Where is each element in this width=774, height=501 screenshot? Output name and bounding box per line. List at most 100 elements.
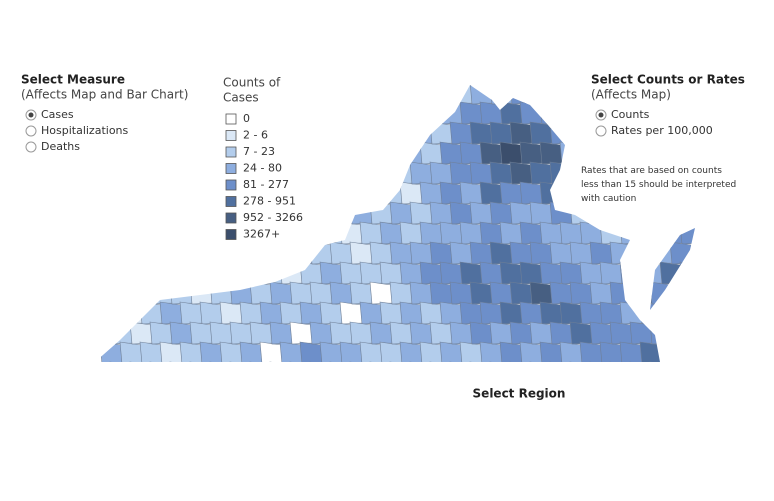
county[interactable] bbox=[319, 141, 343, 165]
county[interactable] bbox=[169, 161, 193, 185]
county[interactable] bbox=[349, 241, 373, 265]
county[interactable] bbox=[569, 201, 593, 225]
county[interactable] bbox=[349, 321, 373, 345]
county[interactable] bbox=[319, 101, 343, 125]
county[interactable] bbox=[259, 341, 283, 364]
county[interactable] bbox=[649, 201, 673, 225]
county[interactable] bbox=[649, 321, 673, 345]
county[interactable] bbox=[169, 241, 193, 265]
county[interactable] bbox=[129, 121, 153, 145]
county[interactable] bbox=[99, 341, 123, 364]
county[interactable] bbox=[90, 241, 113, 265]
county[interactable] bbox=[479, 341, 503, 364]
county[interactable] bbox=[249, 321, 273, 345]
county[interactable] bbox=[599, 301, 623, 325]
county[interactable] bbox=[389, 82, 413, 105]
county[interactable] bbox=[99, 261, 123, 285]
county[interactable] bbox=[179, 341, 203, 364]
county[interactable] bbox=[559, 181, 583, 205]
county[interactable] bbox=[119, 221, 143, 245]
county[interactable] bbox=[389, 241, 413, 265]
county[interactable] bbox=[299, 221, 323, 245]
county[interactable] bbox=[129, 241, 153, 265]
county[interactable] bbox=[589, 361, 613, 384]
county[interactable] bbox=[529, 201, 553, 225]
county[interactable] bbox=[379, 301, 403, 325]
county[interactable] bbox=[389, 281, 413, 305]
county[interactable] bbox=[369, 361, 393, 384]
county[interactable] bbox=[399, 141, 423, 165]
county[interactable] bbox=[569, 321, 593, 345]
county[interactable] bbox=[149, 321, 173, 345]
county[interactable] bbox=[519, 341, 543, 364]
county[interactable] bbox=[90, 361, 113, 384]
county[interactable] bbox=[519, 221, 543, 245]
county[interactable] bbox=[419, 261, 443, 285]
county[interactable] bbox=[159, 181, 183, 205]
county[interactable] bbox=[519, 261, 543, 285]
county[interactable] bbox=[99, 101, 123, 125]
county[interactable] bbox=[279, 341, 303, 364]
county[interactable] bbox=[569, 82, 593, 105]
county[interactable] bbox=[559, 221, 583, 245]
county[interactable] bbox=[379, 141, 403, 165]
county[interactable] bbox=[549, 121, 573, 145]
county[interactable] bbox=[589, 281, 613, 305]
county[interactable] bbox=[219, 341, 243, 364]
county[interactable] bbox=[649, 361, 673, 384]
county[interactable] bbox=[339, 141, 363, 165]
county[interactable] bbox=[629, 281, 653, 305]
county[interactable] bbox=[659, 101, 683, 125]
county[interactable] bbox=[599, 261, 623, 285]
county[interactable] bbox=[669, 241, 693, 265]
county[interactable] bbox=[549, 361, 573, 384]
county[interactable] bbox=[339, 301, 363, 325]
county[interactable] bbox=[509, 82, 533, 105]
county[interactable] bbox=[99, 301, 123, 325]
county[interactable] bbox=[169, 321, 193, 345]
county[interactable] bbox=[279, 141, 303, 165]
county[interactable] bbox=[109, 201, 133, 225]
county[interactable] bbox=[399, 221, 423, 245]
county[interactable] bbox=[379, 181, 403, 205]
county[interactable] bbox=[119, 341, 143, 364]
county[interactable] bbox=[539, 141, 563, 165]
county[interactable] bbox=[90, 321, 113, 345]
county[interactable] bbox=[259, 101, 283, 125]
county[interactable] bbox=[409, 241, 433, 265]
county[interactable] bbox=[569, 361, 593, 384]
county[interactable] bbox=[309, 121, 333, 145]
county[interactable] bbox=[199, 261, 223, 285]
county[interactable] bbox=[189, 201, 213, 225]
county[interactable] bbox=[539, 261, 563, 285]
county[interactable] bbox=[469, 161, 493, 185]
county[interactable] bbox=[429, 321, 453, 345]
county[interactable] bbox=[189, 82, 213, 105]
county[interactable] bbox=[459, 101, 483, 125]
county[interactable] bbox=[639, 341, 663, 364]
county[interactable] bbox=[429, 281, 453, 305]
county[interactable] bbox=[309, 361, 333, 384]
county[interactable] bbox=[379, 221, 403, 245]
county[interactable] bbox=[679, 101, 702, 125]
county[interactable] bbox=[539, 101, 563, 125]
county[interactable] bbox=[99, 221, 123, 245]
radio-label[interactable]: Rates per 100,000 bbox=[611, 124, 713, 137]
radio-button[interactable] bbox=[595, 125, 607, 137]
county[interactable] bbox=[509, 161, 533, 185]
county[interactable] bbox=[659, 261, 683, 285]
county[interactable] bbox=[279, 261, 303, 285]
county[interactable] bbox=[579, 341, 603, 364]
county[interactable] bbox=[639, 141, 663, 165]
county[interactable] bbox=[319, 341, 343, 364]
county[interactable] bbox=[129, 161, 153, 185]
county[interactable] bbox=[99, 181, 123, 205]
county[interactable] bbox=[259, 261, 283, 285]
county[interactable] bbox=[159, 261, 183, 285]
county[interactable] bbox=[549, 161, 573, 185]
county[interactable] bbox=[319, 181, 343, 205]
county[interactable] bbox=[659, 341, 683, 364]
county[interactable] bbox=[159, 141, 183, 165]
county[interactable] bbox=[509, 121, 533, 145]
county[interactable] bbox=[109, 281, 133, 305]
